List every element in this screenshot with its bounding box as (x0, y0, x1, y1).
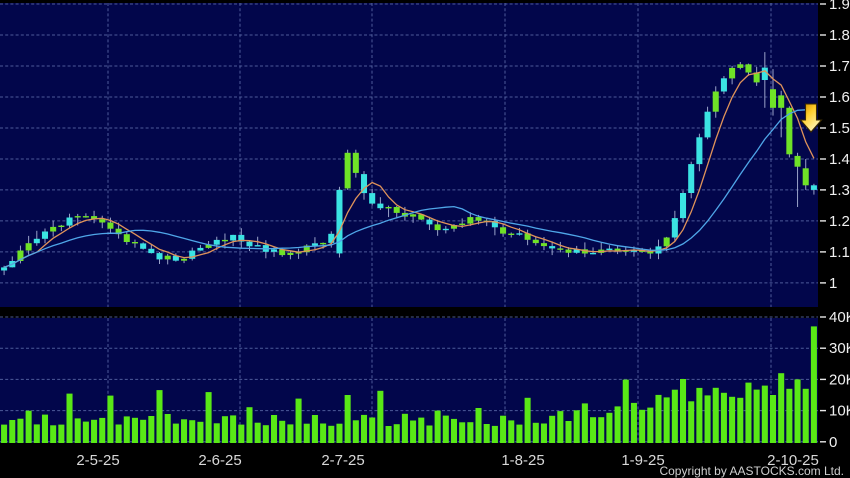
svg-text:1.5: 1.5 (829, 120, 850, 137)
svg-text:1-8-25: 1-8-25 (501, 452, 544, 469)
svg-text:1.9: 1.9 (829, 0, 850, 13)
svg-text:1.7: 1.7 (829, 58, 850, 75)
svg-text:1.2: 1.2 (829, 213, 850, 230)
svg-text:1.4: 1.4 (829, 151, 850, 168)
svg-text:Copyright by AASTOCKS.com Ltd.: Copyright by AASTOCKS.com Ltd. (659, 464, 844, 478)
svg-text:10K: 10K (829, 403, 850, 420)
svg-text:2-6-25: 2-6-25 (198, 452, 241, 469)
svg-text:40K: 40K (829, 309, 850, 326)
svg-text:1: 1 (829, 275, 837, 292)
svg-text:30K: 30K (829, 340, 850, 357)
svg-text:0: 0 (829, 434, 837, 451)
svg-text:1.6: 1.6 (829, 89, 850, 106)
svg-text:20K: 20K (829, 371, 850, 388)
svg-text:2-7-25: 2-7-25 (321, 452, 364, 469)
svg-text:2-5-25: 2-5-25 (76, 452, 119, 469)
svg-text:1-9-25: 1-9-25 (621, 452, 664, 469)
svg-text:1.3: 1.3 (829, 182, 850, 199)
svg-text:1.8: 1.8 (829, 27, 850, 44)
svg-text:1.1: 1.1 (829, 244, 850, 261)
